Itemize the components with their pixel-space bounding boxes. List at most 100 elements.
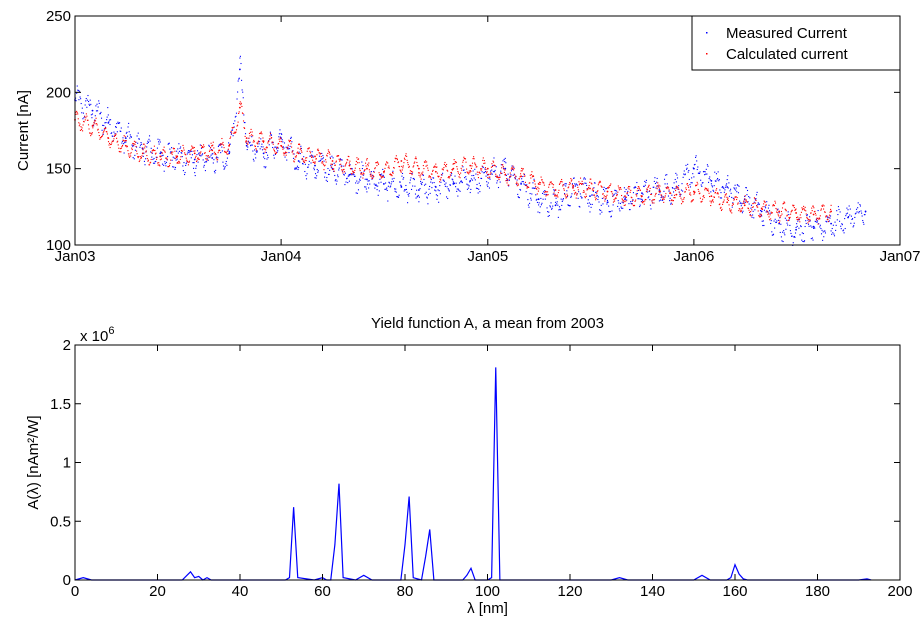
data-dot [616,194,618,196]
data-dot [490,170,492,172]
data-dot [444,185,446,187]
data-dot [545,191,548,193]
data-dot [128,122,130,124]
data-dot [338,167,340,169]
data-dot [803,205,805,207]
data-dot [685,168,688,170]
data-dot [860,210,862,212]
data-dot [540,176,542,178]
data-dot [178,161,180,163]
data-dot [521,167,523,169]
data-dot [368,162,370,164]
data-dot [247,140,249,142]
data-dot [262,141,265,143]
data-dot [259,148,261,150]
data-dot [551,208,553,210]
data-dot [94,120,97,122]
data-dot [388,181,390,183]
data-dot [129,156,131,158]
data-dot [731,196,733,199]
data-dot [669,197,671,199]
data-dot [460,180,462,182]
data-dot [199,152,201,154]
data-dot [701,185,703,187]
data-dot [333,168,335,170]
data-dot [353,174,355,176]
data-dot [232,127,234,129]
data-dot [577,186,579,188]
x-tick-label: Jan06 [673,248,714,265]
data-dot [120,127,122,129]
data-dot [116,123,118,125]
data-dot [395,191,397,193]
data-dot [709,195,711,198]
data-dot [553,190,555,192]
data-dot [143,143,145,145]
data-dot [455,161,457,163]
data-dot [659,185,661,187]
data-dot [91,133,93,135]
data-dot [515,175,517,177]
data-dot [649,204,651,206]
data-dot [145,151,147,153]
data-dot [384,167,386,169]
data-dot [204,152,206,154]
data-dot [683,170,685,172]
data-dot [530,177,532,179]
data-dot [268,144,270,146]
data-dot [600,185,602,187]
data-dot [180,146,182,148]
data-dot [816,221,818,223]
data-dot [434,189,436,191]
data-dot [633,204,636,206]
data-dot [466,171,468,173]
data-dot [784,208,786,210]
data-dot [573,189,575,192]
data-dot [278,136,280,138]
data-dot [547,211,549,213]
data-dot [415,158,417,160]
data-dot [589,211,591,213]
data-dot [265,149,267,151]
data-dot [358,162,360,164]
data-dot [682,201,684,203]
x-tick-label: 0 [71,583,79,600]
data-dot [824,230,826,232]
data-dot [821,205,824,207]
data-dot [208,144,210,146]
data-dot [363,170,365,172]
data-dot [168,142,170,144]
data-dot [504,169,506,171]
data-dot [605,197,607,200]
data-dot [859,204,861,206]
data-dot [285,154,287,156]
data-dot [159,159,161,161]
data-dot [143,160,145,162]
data-dot [147,159,150,161]
data-dot [830,204,832,206]
data-dot [508,179,510,181]
data-dot [468,170,470,172]
data-dot [768,204,770,206]
data-dot [811,210,813,212]
data-dot [167,143,169,145]
data-dot [523,173,526,175]
data-dot [172,156,174,158]
data-dot [614,189,616,191]
data-dot [260,146,262,148]
data-dot [522,181,524,183]
data-dot [274,153,276,155]
data-dot [748,203,750,205]
data-dot [663,198,665,200]
data-dot [323,169,325,171]
data-dot [747,201,749,203]
data-dot [828,216,830,218]
data-dot [569,181,571,184]
data-dot [729,190,731,192]
data-dot [622,199,624,201]
data-dot [76,112,78,114]
data-dot [798,227,800,229]
data-dot [574,185,576,187]
data-dot [848,205,850,207]
data-dot [219,149,221,152]
